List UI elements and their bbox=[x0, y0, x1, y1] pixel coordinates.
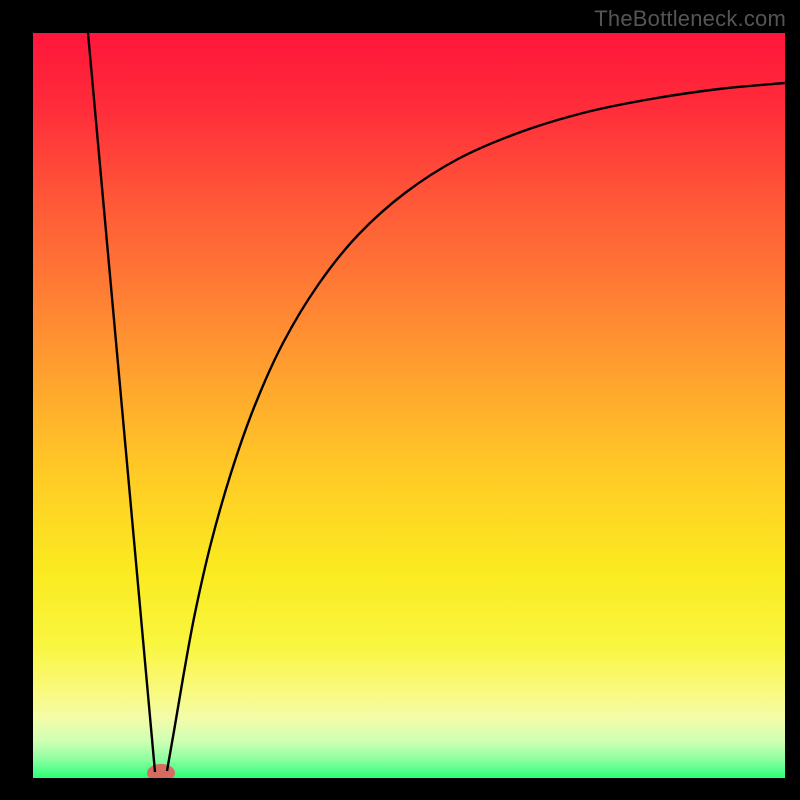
dip-marker-ellipse bbox=[147, 764, 175, 778]
chart-container: TheBottleneck.com bbox=[0, 0, 800, 800]
curve-left-branch bbox=[88, 33, 155, 772]
attribution-text: TheBottleneck.com bbox=[594, 6, 786, 32]
plot-area bbox=[33, 33, 785, 778]
curve-right-branch bbox=[167, 83, 785, 771]
curve-layer bbox=[33, 33, 785, 778]
